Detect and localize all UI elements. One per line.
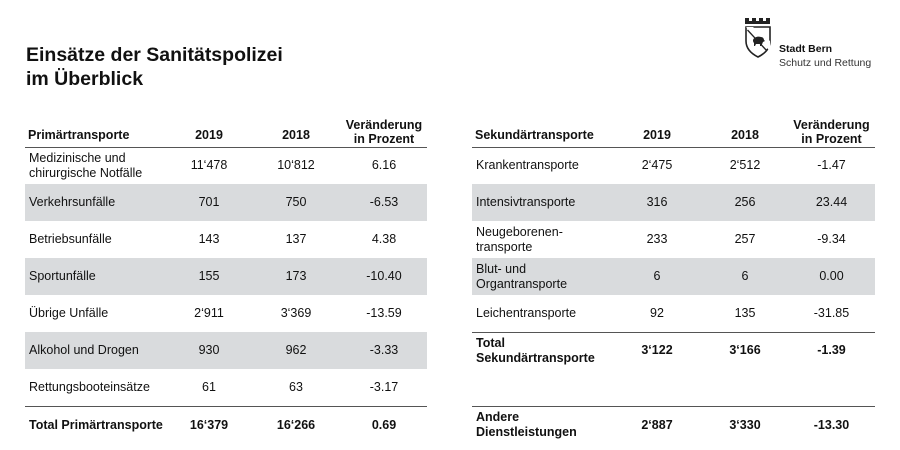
value-2019: 701 — [167, 184, 251, 221]
total-2019: 3‘122 — [612, 331, 702, 369]
total-row: Total Primärtransporte 16‘379 16‘266 0.6… — [25, 405, 427, 444]
value-2019: 233 — [646, 232, 668, 246]
row-label: Rettungsbooteinsätze — [29, 379, 150, 394]
other-2018: 3‘330 — [702, 405, 788, 444]
total-change: -1.39 — [788, 331, 875, 369]
total-change: 0.69 — [341, 405, 427, 444]
value-change: -1.47 — [817, 158, 846, 173]
value-change: -3.17 — [369, 379, 399, 394]
value-2019: 316 — [612, 184, 702, 221]
table-row: Betriebsunfälle 143 137 4.38 — [25, 221, 427, 258]
total-label: Total Primärtransporte — [25, 405, 167, 444]
value-2018: 10‘812 — [277, 158, 315, 173]
row-label: Krankentransporte — [476, 158, 579, 173]
spacer-cell — [472, 369, 875, 406]
value-2018: 2‘512 — [729, 158, 761, 173]
value-change: -13.59 — [366, 306, 402, 320]
page-title-line-1: Einsätze der Sanitätspolizei — [26, 44, 283, 66]
column-header-category: Sekundärtransporte — [472, 115, 612, 148]
value-2019: 143 — [198, 232, 220, 246]
value-2019: 61 — [202, 379, 216, 394]
table-row: Blut- und Organtransporte 6 6 0.00 — [472, 258, 875, 295]
value-2018: 135 — [734, 305, 756, 320]
logo-subtitle: Schutz und Rettung — [779, 57, 872, 69]
secondary-transport-table: Sekundärtransporte 2019 2018 Veränderung… — [472, 115, 875, 444]
value-change: -3.33 — [341, 332, 427, 369]
table-row: Übrige Unfälle 2‘911 3‘369 -13.59 — [25, 295, 427, 332]
table-row: Sportunfälle 155 173 -10.40 — [25, 258, 427, 295]
value-2018: 6 — [702, 258, 788, 295]
column-header-change: Veränderung in Prozent — [788, 115, 875, 148]
row-label: Intensivtransporte — [472, 184, 612, 221]
value-2019: 6 — [612, 258, 702, 295]
row-label: Leichentransporte — [476, 305, 577, 320]
value-2019: 155 — [167, 258, 251, 295]
row-label: Verkehrsunfälle — [25, 184, 167, 221]
total-2018: 16‘266 — [251, 405, 341, 444]
column-header-change: Veränderung in Prozent — [341, 115, 427, 148]
row-label: Betriebsunfälle — [29, 232, 112, 246]
column-header-2018: 2018 — [702, 115, 788, 148]
row-label: Alkohol und Drogen — [25, 332, 167, 369]
table-row: Verkehrsunfälle 701 750 -6.53 — [25, 184, 427, 221]
table-row: Medizinische und chirurgische Notfälle 1… — [25, 147, 427, 184]
value-2018: 137 — [285, 232, 307, 246]
value-2018: 257 — [734, 232, 756, 246]
table-header-row: Primärtransporte 2019 2018 Veränderung i… — [25, 115, 427, 148]
column-header-2019: 2019 — [167, 115, 251, 148]
other-label: Andere Dienstleistungen — [472, 405, 612, 444]
value-2018: 256 — [702, 184, 788, 221]
row-label: Neugeborenen-transporte — [476, 224, 563, 254]
value-2019: 2‘911 — [194, 306, 224, 320]
column-header-2019: 2019 — [612, 115, 702, 148]
total-2019: 16‘379 — [167, 405, 251, 444]
value-change: -9.34 — [817, 232, 846, 246]
table-row: Intensivtransporte 316 256 23.44 — [472, 184, 875, 221]
page-title: Einsätze der Sanitätspolizei im Überblic… — [26, 43, 446, 91]
value-change: 23.44 — [788, 184, 875, 221]
value-change: -31.85 — [813, 305, 850, 320]
total-row: Total Sekundärtransporte 3‘122 3‘166 -1.… — [472, 331, 875, 369]
table-header-row: Sekundärtransporte 2019 2018 Veränderung… — [472, 115, 875, 148]
table-row: Leichentransporte 92 135 -31.85 — [472, 295, 875, 332]
other-2019: 2‘887 — [612, 405, 702, 444]
value-2019: 930 — [167, 332, 251, 369]
value-2018: 750 — [251, 184, 341, 221]
value-change: -10.40 — [341, 258, 427, 295]
total-2018: 3‘166 — [702, 331, 788, 369]
primary-transport-table: Primärtransporte 2019 2018 Veränderung i… — [25, 115, 427, 444]
row-label: Übrige Unfälle — [29, 306, 109, 320]
table-row: Krankentransporte 2‘475 2‘512 -1.47 — [472, 147, 875, 184]
value-change: 6.16 — [371, 158, 397, 173]
table-row: Rettungsbooteinsätze 61 63 -3.17 — [25, 369, 427, 406]
logo-name: Stadt Bern — [779, 43, 833, 55]
value-change: 0.00 — [788, 258, 875, 295]
row-label: Medizinische und chirurgische Notfälle — [29, 150, 143, 180]
other-change: -13.30 — [788, 405, 875, 444]
value-2019: 92 — [650, 305, 664, 320]
other-services-row: Andere Dienstleistungen 2‘887 3‘330 -13.… — [472, 405, 875, 444]
value-2018: 63 — [289, 379, 303, 394]
stadt-bern-logo: Stadt Bern Schutz und Rettung — [743, 16, 893, 76]
value-2018: 3‘369 — [280, 306, 312, 320]
value-2019: 11‘478 — [190, 158, 228, 173]
row-label: Blut- und Organtransporte — [472, 258, 612, 295]
page-title-line-2: im Überblick — [26, 68, 144, 90]
table-row: Alkohol und Drogen 930 962 -3.33 — [25, 332, 427, 369]
bern-coat-of-arms-icon — [745, 18, 771, 58]
value-change: -6.53 — [341, 184, 427, 221]
value-2018: 962 — [251, 332, 341, 369]
column-header-category: Primärtransporte — [25, 115, 167, 148]
spacer-row — [472, 369, 875, 406]
row-label: Sportunfälle — [25, 258, 167, 295]
column-header-2018: 2018 — [251, 115, 341, 148]
total-label: Total Sekundärtransporte — [472, 331, 612, 369]
value-2018: 173 — [251, 258, 341, 295]
value-change: 4.38 — [371, 232, 397, 246]
table-row: Neugeborenen-transporte 233 257 -9.34 — [472, 221, 875, 258]
value-2019: 2‘475 — [641, 158, 673, 173]
